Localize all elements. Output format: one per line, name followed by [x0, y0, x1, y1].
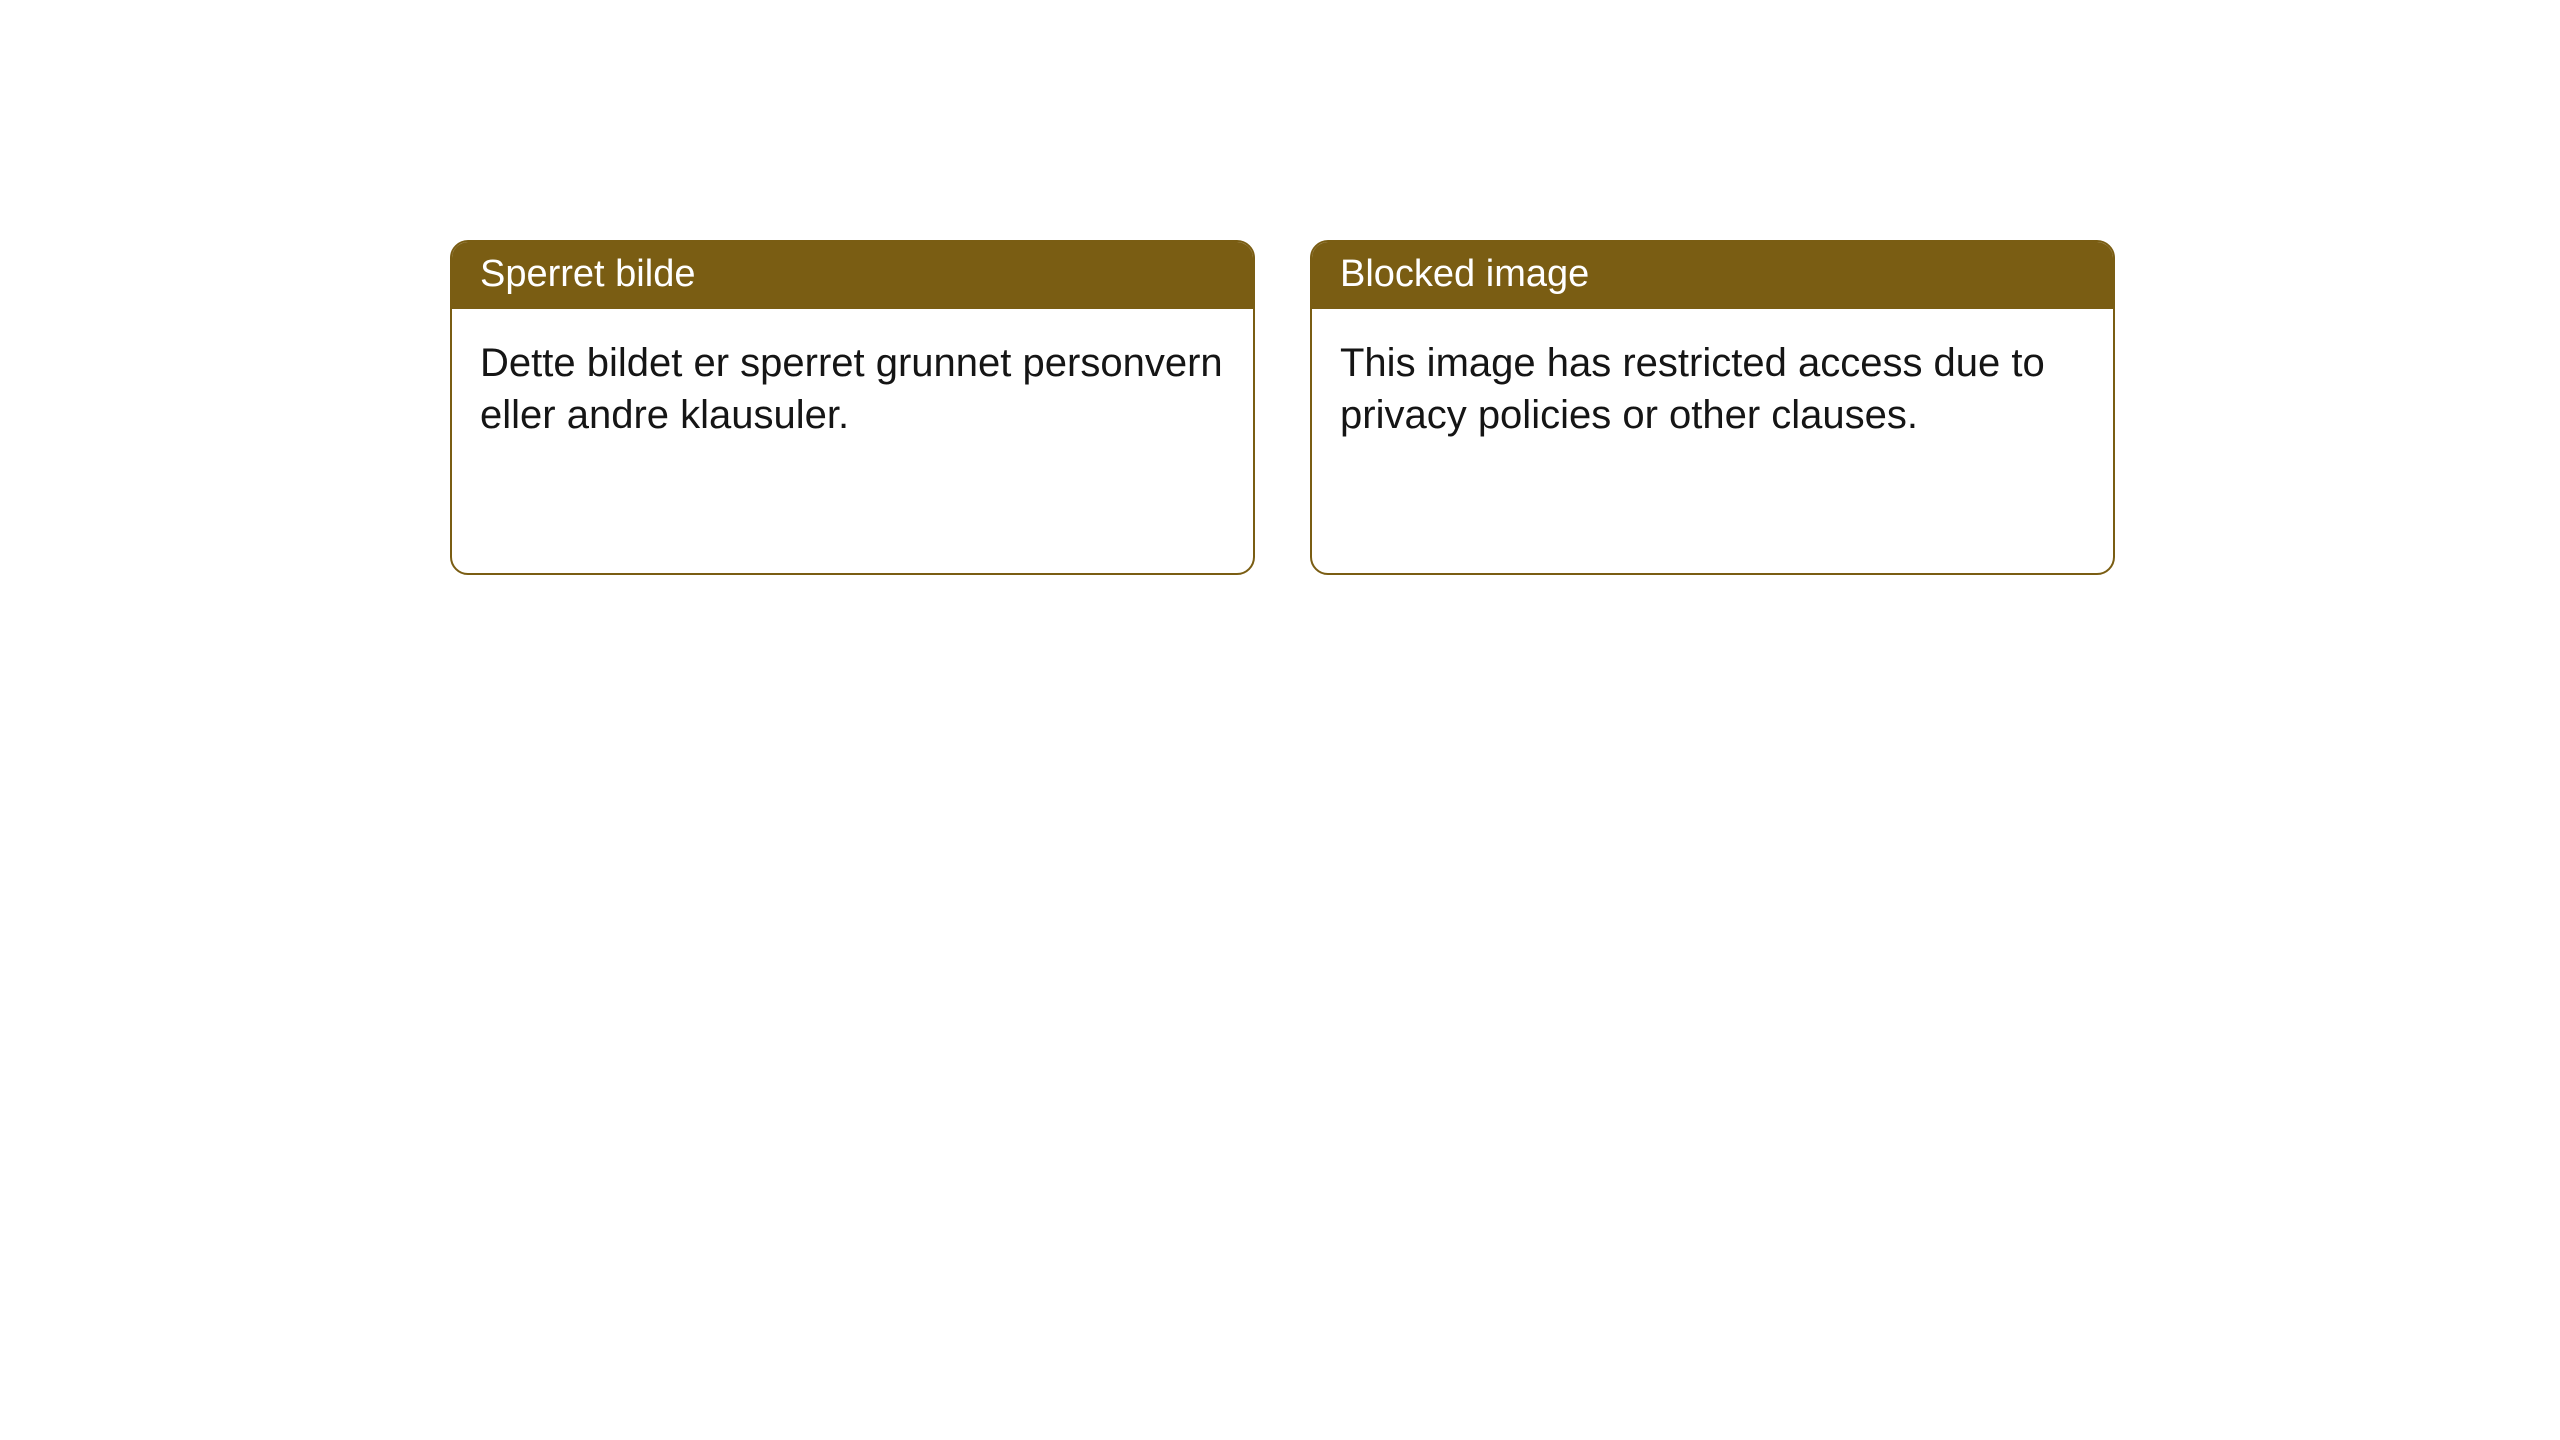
notice-box-english: Blocked image This image has restricted …: [1310, 240, 2115, 575]
notice-title: Sperret bilde: [480, 253, 695, 295]
notice-message: Dette bildet er sperret grunnet personve…: [480, 341, 1223, 437]
notice-message: This image has restricted access due to …: [1340, 341, 2045, 437]
notice-body: This image has restricted access due to …: [1312, 309, 2113, 469]
notice-title: Blocked image: [1340, 253, 1589, 295]
notice-header: Blocked image: [1312, 242, 2113, 309]
notice-container: Sperret bilde Dette bildet er sperret gr…: [0, 0, 2560, 575]
notice-body: Dette bildet er sperret grunnet personve…: [452, 309, 1253, 469]
notice-box-norwegian: Sperret bilde Dette bildet er sperret gr…: [450, 240, 1255, 575]
notice-header: Sperret bilde: [452, 242, 1253, 309]
